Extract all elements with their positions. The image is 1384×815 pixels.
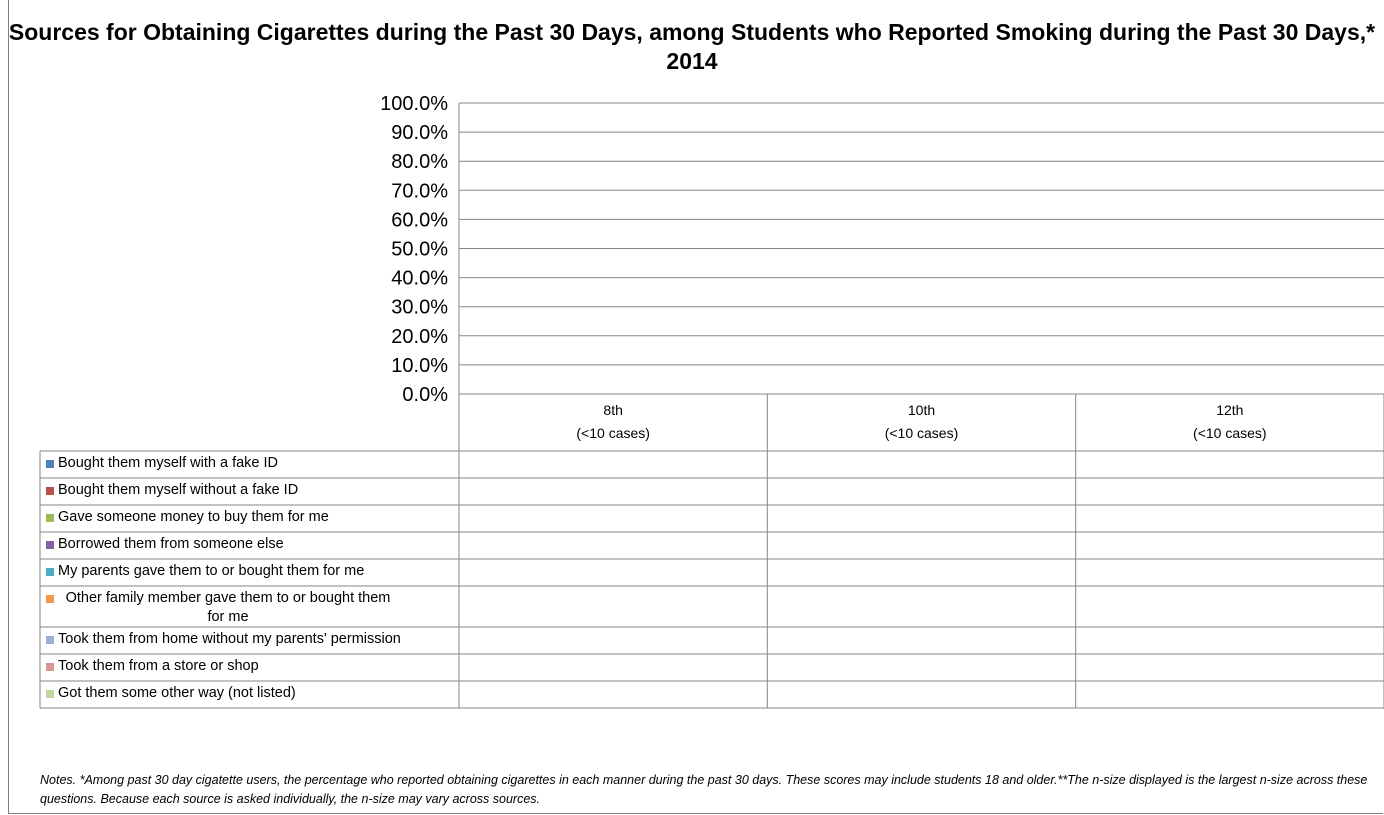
legend-entry: Gave someone money to buy them for me [46, 508, 329, 527]
category-sublabel: (<10 cases) [1193, 425, 1267, 441]
category-sublabel: (<10 cases) [576, 425, 650, 441]
legend-entry: Borrowed them from someone else [46, 535, 284, 554]
legend-swatch [46, 568, 54, 576]
legend-entry: Took them from home without my parents' … [46, 630, 401, 649]
legend-label: Bought them myself with a fake ID [58, 455, 279, 471]
legend-entry: Bought them myself with a fake ID [46, 454, 278, 473]
legend-swatch [46, 514, 54, 522]
legend-entry: My parents gave them to or bought them f… [46, 562, 364, 581]
chart-title: Sources for Obtaining Cigarettes during … [8, 19, 1376, 74]
y-tick-label: 50.0% [391, 239, 448, 261]
category-label: 10th [908, 402, 935, 418]
y-tick-label: 60.0% [391, 209, 448, 231]
legend-entry: Other family member gave them to or boug… [46, 589, 398, 627]
legend-label: Other family member gave them to or boug… [65, 590, 391, 625]
category-sublabel: (<10 cases) [885, 425, 959, 441]
legend-label: My parents gave them to or bought them f… [58, 563, 365, 579]
legend-label: Got them some other way (not listed) [58, 685, 296, 701]
y-tick-label: 70.0% [391, 180, 448, 202]
category-label: 8th [603, 402, 622, 418]
y-tick-label: 80.0% [391, 151, 448, 173]
legend-entry: Got them some other way (not listed) [46, 684, 296, 703]
legend-entry: Took them from a store or shop [46, 657, 259, 676]
legend-swatch [46, 595, 54, 603]
chart-notes: Notes. *Among past 30 day cigatette user… [40, 773, 1368, 806]
y-tick-label: 10.0% [391, 355, 448, 377]
legend-swatch [46, 460, 54, 468]
y-tick-label: 90.0% [391, 122, 448, 144]
y-tick-label: 40.0% [391, 268, 448, 290]
legend-label: Took them from a store or shop [58, 658, 259, 674]
legend-swatch [46, 541, 54, 549]
legend-label: Bought them myself without a fake ID [58, 482, 299, 498]
legend-swatch [46, 487, 54, 495]
legend-entry: Bought them myself without a fake ID [46, 481, 298, 500]
legend-label: Gave someone money to buy them for me [58, 509, 329, 525]
y-tick-label: 0.0% [402, 384, 448, 406]
category-label: 12th [1216, 402, 1243, 418]
legend-swatch [46, 636, 54, 644]
legend-swatch [46, 663, 54, 671]
y-tick-label: 20.0% [391, 326, 448, 348]
legend-label: Took them from home without my parents' … [58, 631, 401, 647]
chart-frame [8, 0, 1383, 814]
y-tick-label: 100.0% [380, 93, 448, 115]
legend-label: Borrowed them from someone else [58, 536, 284, 552]
y-tick-label: 30.0% [391, 297, 448, 319]
legend-swatch [46, 690, 54, 698]
